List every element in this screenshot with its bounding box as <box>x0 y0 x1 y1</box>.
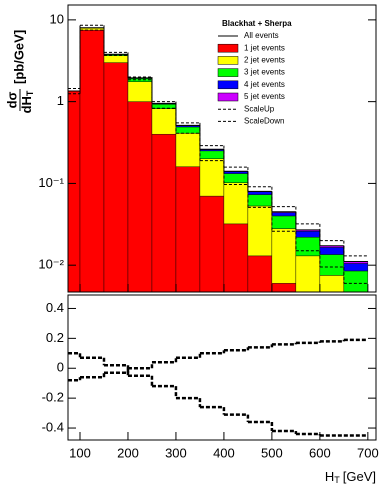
bar-segment <box>127 101 153 292</box>
bar-segment <box>319 247 345 255</box>
legend-label: All events <box>244 31 279 40</box>
bar-segment <box>199 195 225 292</box>
y-tick-label: 0 <box>57 360 64 375</box>
legend-swatch <box>217 68 239 77</box>
bar-segment <box>103 62 129 292</box>
main-plot <box>68 24 369 292</box>
x-tick-label: 300 <box>165 445 187 460</box>
bar-segment <box>343 263 369 272</box>
bar-segment <box>223 171 249 174</box>
legend-label: 4 jet events <box>244 80 285 89</box>
y-tick-label: 0.2 <box>46 330 64 345</box>
bar-segment <box>223 173 249 183</box>
y-label-denominator: dHT <box>19 90 35 113</box>
bar-segment <box>68 90 81 292</box>
bar-segment <box>295 236 321 257</box>
bar-segment <box>175 166 201 292</box>
bar-segment <box>223 223 249 292</box>
y-label-unit: [pb/GeV] <box>11 30 26 84</box>
bar-segment <box>151 133 177 292</box>
x-label-text: H <box>325 469 334 484</box>
ratio-frame <box>67 294 377 441</box>
y-axis-label: dσ dHT [pb/GeV] <box>4 30 35 114</box>
bar-segment <box>247 205 273 257</box>
y-label-den-sub: T <box>25 90 35 96</box>
legend-swatch <box>217 92 239 102</box>
x-tick-label: 700 <box>357 445 379 460</box>
y-tick-label: 10 <box>50 11 64 26</box>
bar-segment <box>295 255 321 292</box>
x-label-sub: T <box>334 475 340 485</box>
y-tick-label: -0.4 <box>42 419 64 434</box>
bar-segment <box>247 191 273 195</box>
legend-label: ScaleDown <box>244 117 284 126</box>
x-tick-label: 100 <box>69 445 91 460</box>
x-tick-label: 200 <box>117 445 139 460</box>
bar-segment <box>151 108 177 135</box>
bar-segment <box>199 158 225 197</box>
x-tick-label: 500 <box>261 445 283 460</box>
x-tick-label: 400 <box>213 445 235 460</box>
bar-segment <box>295 231 321 238</box>
legend-label: 2 jet events <box>244 56 285 65</box>
y-tick-label: -0.2 <box>42 390 64 405</box>
legend-label: 5 jet events <box>244 92 285 101</box>
bar-segment <box>175 126 201 134</box>
legend-swatch <box>217 56 239 65</box>
bar-segment <box>199 150 225 159</box>
bar-segment <box>271 212 297 217</box>
y-label-den-text: dH <box>19 96 34 113</box>
main-frame <box>67 4 377 293</box>
legend-title: Blackhat + Sherpa <box>222 19 292 28</box>
legend-label: ScaleUp <box>244 104 275 113</box>
bar-segment <box>247 194 273 207</box>
bar-segment <box>79 29 105 292</box>
bar-segment <box>343 270 369 292</box>
y-tick-label: 10⁻² <box>38 257 64 272</box>
ratio-plot <box>68 338 368 437</box>
y-tick-label: 0.4 <box>46 300 64 315</box>
bar-segment <box>103 55 129 63</box>
bar-segment <box>127 81 153 102</box>
bar-segment <box>271 228 297 284</box>
x-tick-label: 600 <box>309 445 331 460</box>
bar-segment <box>319 254 345 276</box>
legend-label: 3 jet events <box>244 68 285 77</box>
y-tick-label: 1 <box>57 93 64 108</box>
legend-label: 1 jet events <box>244 43 285 52</box>
bar-segment <box>271 215 297 229</box>
y-label-numerator: dσ <box>4 91 19 108</box>
bar-segment <box>319 275 345 292</box>
x-label-unit: [GeV] <box>343 469 376 484</box>
legend-swatch <box>217 43 239 53</box>
y-tick-label: 10⁻¹ <box>38 175 64 190</box>
bar-segment <box>175 133 201 167</box>
x-axis-label: HT [GeV] <box>325 469 376 485</box>
legend-swatch <box>217 80 239 90</box>
bar-segment <box>223 182 249 225</box>
bar-segment <box>247 255 273 292</box>
